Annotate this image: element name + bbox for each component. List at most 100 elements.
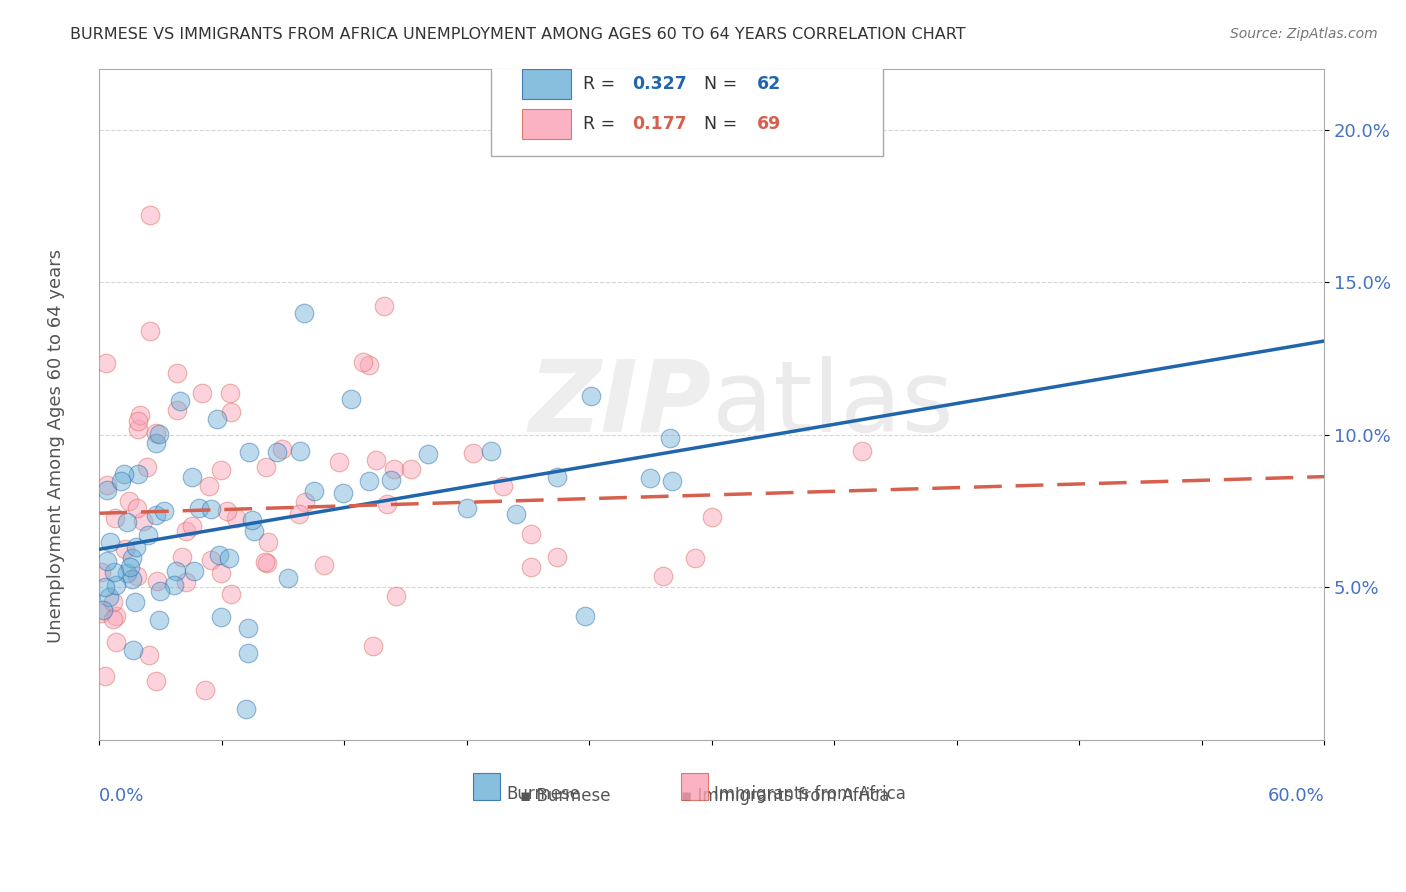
Point [145,674,167,689]
Point [219,404,242,418]
Point [380,473,402,487]
Point [136,528,159,542]
Point [658,431,681,445]
Point [187,501,209,516]
Point [135,459,157,474]
Text: N =: N = [693,75,744,93]
Point [105,578,128,592]
Point [215,504,238,518]
Point [98,534,121,549]
Point [292,305,315,319]
Text: 62: 62 [758,75,782,93]
Point [127,414,149,428]
Point [209,610,232,624]
Point [93,669,115,683]
Text: 69: 69 [758,115,782,133]
Text: Burmese: Burmese [506,785,581,803]
Point [357,358,380,372]
Point [139,324,162,338]
Point [221,586,243,600]
Point [125,569,148,583]
Text: ▪ Burmese: ▪ Burmese [520,787,610,805]
Point [181,519,204,533]
Text: 0.177: 0.177 [633,115,688,133]
Point [94,580,117,594]
Point [90,565,112,579]
Point [96,483,118,497]
Point [579,389,602,403]
Point [183,564,205,578]
Point [174,574,197,589]
Point [218,385,240,400]
Point [170,550,193,565]
Bar [522,109,571,139]
Point [127,467,149,481]
Point [129,408,152,422]
Point [200,501,222,516]
Point [101,595,124,609]
Point [253,555,276,569]
Point [290,444,312,458]
Point [149,584,172,599]
Point [96,478,118,492]
Point [238,445,260,459]
Point [416,447,439,461]
Point [520,526,543,541]
Point [194,682,217,697]
Point [254,459,277,474]
Bar [472,773,501,800]
Point [243,524,266,538]
Point [209,566,232,580]
Point [328,455,350,469]
Point [463,446,485,460]
Point [373,299,395,313]
Point [294,495,316,509]
Point [304,484,326,499]
Point [651,569,673,583]
Point [399,461,422,475]
Text: R =: R = [583,75,621,93]
Point [238,647,260,661]
Point [138,648,160,662]
Point [121,551,143,566]
Text: Unemployment Among Ages 60 to 64 years: Unemployment Among Ages 60 to 64 years [48,249,65,643]
Point [574,609,596,624]
Point [661,475,683,489]
Point [127,422,149,436]
Point [180,470,202,484]
Point [132,514,155,528]
Point [148,613,170,627]
Bar [522,69,571,99]
Point [91,603,114,617]
Point [118,559,141,574]
Point [208,548,231,562]
Point [169,394,191,409]
Point [124,595,146,609]
Point [235,702,257,716]
Point [90,606,112,620]
Point [546,549,568,564]
Point [98,591,121,605]
Text: atlas: atlas [711,356,953,452]
Point [197,479,219,493]
Point [256,557,278,571]
Point [165,564,187,578]
Point [225,510,247,524]
Point [277,571,299,585]
Point [339,392,361,407]
Text: Source: ZipAtlas.com: Source: ZipAtlas.com [1230,27,1378,41]
Point [332,485,354,500]
Point [125,540,148,554]
Point [139,208,162,222]
Point [121,643,143,657]
Point [148,427,170,442]
Point [191,386,214,401]
Point [112,467,135,481]
Point [257,535,280,549]
Point [382,462,405,476]
Point [115,566,138,581]
Point [200,553,222,567]
Point [505,507,527,521]
Text: R =: R = [583,115,621,133]
Point [101,612,124,626]
